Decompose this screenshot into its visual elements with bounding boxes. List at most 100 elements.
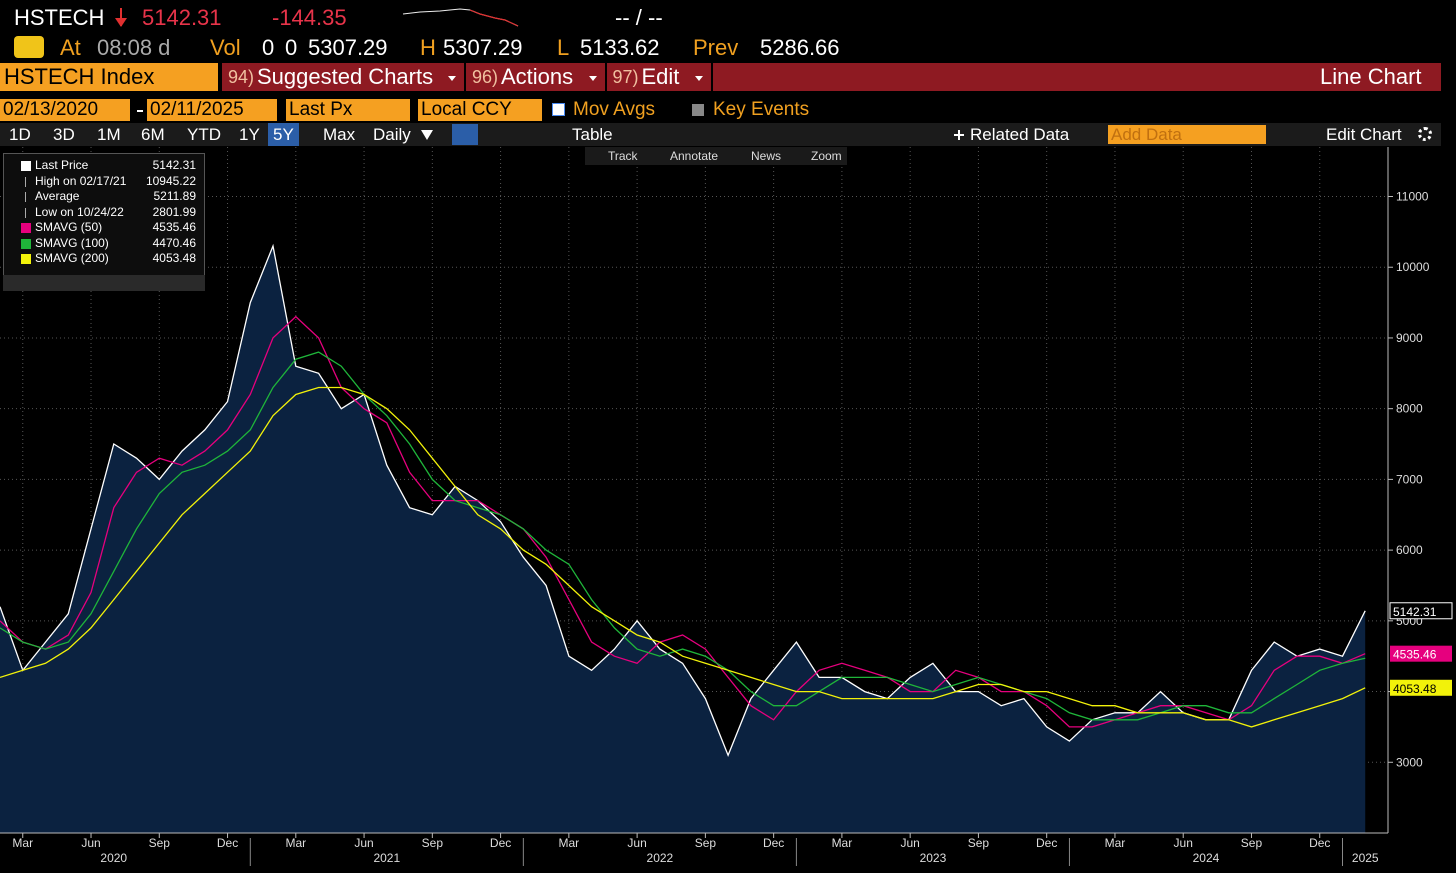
clock-icon <box>14 36 44 58</box>
tools-bar <box>585 147 847 165</box>
last-value-box <box>1390 679 1452 696</box>
year-label: 2023 <box>920 851 947 865</box>
x-tick-label: Dec <box>490 836 511 850</box>
period[interactable]: Daily <box>373 125 411 144</box>
currency[interactable]: Local CCY <box>418 99 542 121</box>
y-tick-label: 3000 <box>1396 755 1423 769</box>
menu-caret <box>588 76 597 81</box>
end-date[interactable]: 02/11/2025 <box>147 99 277 121</box>
x-tick-label: Mar <box>12 836 33 850</box>
x-tick-label: Jun <box>1174 836 1193 850</box>
x-tick-label: Mar <box>285 836 306 850</box>
prev-label: Prev <box>693 35 739 60</box>
legend-label: SMAVG (100) <box>35 235 109 250</box>
year-label: 2025 <box>1352 851 1379 865</box>
range-button[interactable]: 1Y <box>239 125 260 144</box>
down-arrow-head <box>115 18 127 27</box>
vol-label: Vol <box>210 35 241 60</box>
field[interactable]: Last Px <box>286 99 410 121</box>
menu-sep <box>464 63 466 91</box>
last-value-box <box>1389 602 1453 620</box>
related-data[interactable]: Related Data <box>970 125 1070 144</box>
menu-label[interactable]: Edit <box>641 64 680 89</box>
range-button[interactable]: Max <box>323 125 356 144</box>
edit-chart[interactable]: Edit Chart <box>1326 125 1402 144</box>
x-tick-label: Jun <box>81 836 100 850</box>
legend-tick <box>25 176 26 187</box>
last-value-label: 4053.48 <box>1393 682 1437 696</box>
x-tick-label: Sep <box>968 836 990 850</box>
year-label: 2022 <box>647 851 674 865</box>
at-label: At <box>60 35 81 60</box>
range-button[interactable]: 3D <box>53 125 75 144</box>
vol2: 0 <box>285 35 298 60</box>
time: 08:08 d <box>97 35 171 60</box>
range-bar <box>0 123 1441 146</box>
legend-label: Average <box>35 189 80 203</box>
range-button[interactable]: YTD <box>187 125 221 144</box>
series-line <box>0 351 1366 721</box>
start-date[interactable]: 02/13/2020 <box>0 99 130 121</box>
table-button[interactable]: Table <box>572 125 613 144</box>
chart-type: Line Chart <box>1320 64 1422 89</box>
key-events[interactable]: Key Events <box>713 99 810 120</box>
x-tick-label: Dec <box>1036 836 1057 850</box>
year-label: 2024 <box>1193 851 1220 865</box>
legend-swatch <box>21 223 31 233</box>
legend-value: 4053.48 <box>152 251 196 265</box>
legend-value: 4535.46 <box>152 220 196 234</box>
x-tick-label: Dec <box>217 836 238 850</box>
legend-value: 2801.99 <box>152 204 196 219</box>
menu-label[interactable]: Suggested Charts <box>257 64 434 89</box>
checkbox[interactable] <box>552 103 565 116</box>
menu-label[interactable]: Actions <box>501 64 574 89</box>
tool-button[interactable]: Track <box>608 149 638 163</box>
mov-avgs[interactable]: Mov Avgs <box>573 99 656 120</box>
range-button[interactable]: 1M <box>97 125 121 144</box>
legend-label: High on 02/17/21 <box>35 173 127 188</box>
legend-swatch <box>21 254 31 264</box>
vol: 0 <box>262 35 275 60</box>
legend-value: 5142.31 <box>152 158 196 172</box>
period-caret <box>421 130 433 140</box>
legend-tick <box>25 192 26 202</box>
range-button[interactable]: 5Y <box>268 123 299 146</box>
year-label: 2020 <box>100 851 127 865</box>
legend-tick <box>25 207 26 218</box>
tool-button[interactable]: News <box>751 149 782 163</box>
legend-value: 4470.46 <box>152 235 196 250</box>
legend-swatch <box>21 238 31 249</box>
menu-caret <box>694 76 703 81</box>
checkbox-off[interactable] <box>692 104 704 116</box>
range-button[interactable]: 6M <box>141 125 165 144</box>
y-tick-label: 8000 <box>1396 402 1423 416</box>
x-tick-label: Sep <box>422 836 444 850</box>
legend-label: SMAVG (50) <box>35 220 103 234</box>
security-box[interactable]: HSTECH Index <box>0 63 218 91</box>
line-icon[interactable] <box>452 124 478 145</box>
price-area <box>0 246 1366 833</box>
symbol: HSTECH <box>14 5 105 30</box>
gear[interactable] <box>1418 127 1432 141</box>
tool-button[interactable]: Zoom <box>811 149 842 163</box>
net-change: -144.35 <box>272 5 347 30</box>
menu-sep <box>710 63 713 91</box>
last-value-label: 4535.46 <box>1393 648 1437 662</box>
open: 5307.29 <box>308 35 388 60</box>
y-tick-label: 7000 <box>1396 472 1423 486</box>
x-tick-label: Jun <box>627 836 646 850</box>
add-data[interactable]: Add Data <box>1108 125 1266 144</box>
x-tick-label: Sep <box>695 836 717 850</box>
down-arrow <box>120 8 122 26</box>
bid-ask: -- / -- <box>615 5 663 30</box>
prev: 5286.66 <box>760 35 840 60</box>
range-button[interactable]: 1D <box>9 125 31 144</box>
x-tick-label: Dec <box>763 836 784 850</box>
x-tick-label: Mar <box>1105 836 1126 850</box>
tool-button[interactable]: Annotate <box>670 149 719 163</box>
last-value-box <box>1390 645 1452 662</box>
y-tick-label: 9000 <box>1396 331 1423 345</box>
menu-num: 94) <box>228 67 255 87</box>
